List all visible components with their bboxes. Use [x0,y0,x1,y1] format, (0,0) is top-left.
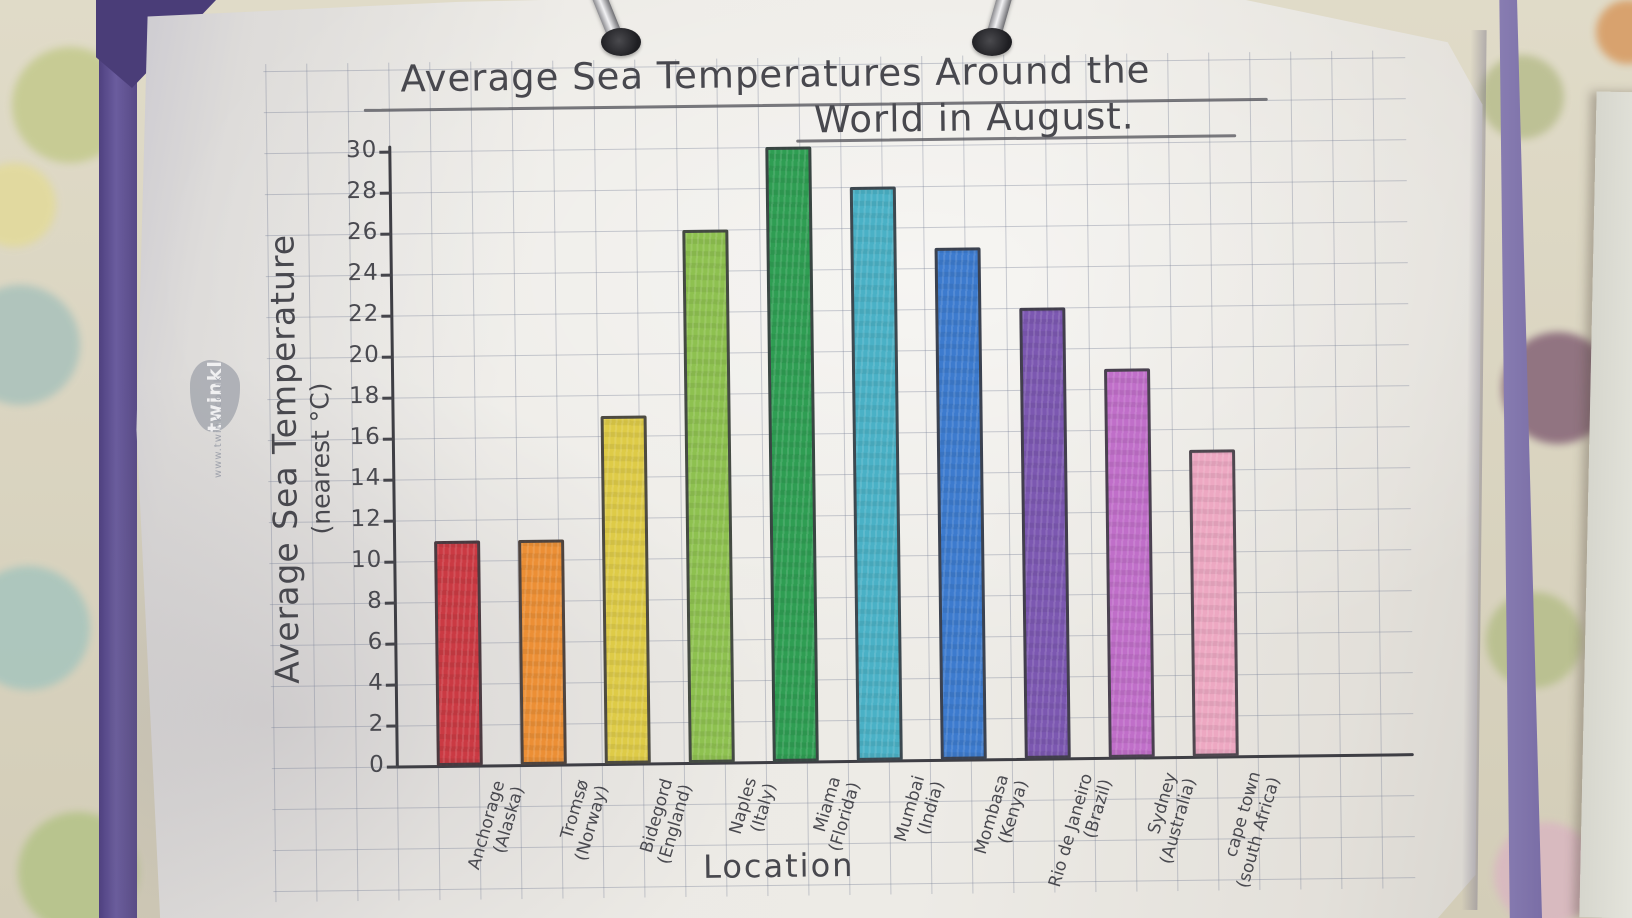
y-tick-label: 24 [347,259,379,287]
y-tick-label: 0 [369,751,385,778]
y-axis-title: Average Sea Temperature (nearest °C) [262,233,337,684]
y-axis-tick [386,724,398,728]
y-axis-tick [379,150,391,154]
y-axis-tick [386,765,398,769]
chart-title-line1: Average Sea Temperatures Around the [400,48,1151,101]
y-tick-label: 2 [368,710,385,737]
binder-ring-hole-left [601,28,641,56]
bar-2 [518,538,567,766]
bar-7 [934,246,987,760]
chart-title-line2: World in August. [813,94,1135,142]
y-axis-tick [384,560,396,564]
bar-5 [765,146,819,762]
y-axis-tick [384,601,396,605]
bar-8 [1019,307,1071,759]
y-axis-tick [383,478,395,482]
y-tick-label: 4 [368,669,384,696]
bar-1 [434,540,483,767]
y-axis-title-line1: Average Sea Temperature [262,233,307,685]
y-tick-label: 10 [350,546,383,574]
y-tick-label: 6 [367,628,384,655]
y-axis-tick [382,437,394,441]
bar-3 [600,414,651,765]
y-axis-tick [385,683,397,687]
binder-ring-hole-right [972,28,1012,56]
y-axis-tick [380,232,392,236]
y-tick-label: 16 [349,423,381,451]
y-tick-label: 14 [349,464,382,492]
y-tick-label: 26 [346,218,379,246]
y-axis-tick [380,273,392,277]
bar-9 [1104,367,1155,758]
bar-4 [682,229,735,763]
fabric-dot [1480,55,1564,139]
y-axis-tick [381,314,393,318]
y-tick-label: 28 [346,177,378,205]
y-tick-label: 30 [345,136,378,164]
y-tick-label: 20 [348,341,380,369]
y-axis-tick [382,396,394,400]
y-axis-tick [383,519,395,523]
y-tick-label: 18 [348,382,381,410]
binder-spine-left [99,0,137,918]
y-axis-tick [381,355,393,359]
bar-10 [1189,448,1239,757]
y-tick-label: 8 [367,587,383,614]
y-axis-tick [379,191,391,195]
y-axis-tick [385,642,397,646]
grid-lines [263,50,1416,903]
bar-6 [849,186,903,761]
y-tick-label: 12 [350,505,382,533]
y-tick-label: 22 [347,300,380,328]
